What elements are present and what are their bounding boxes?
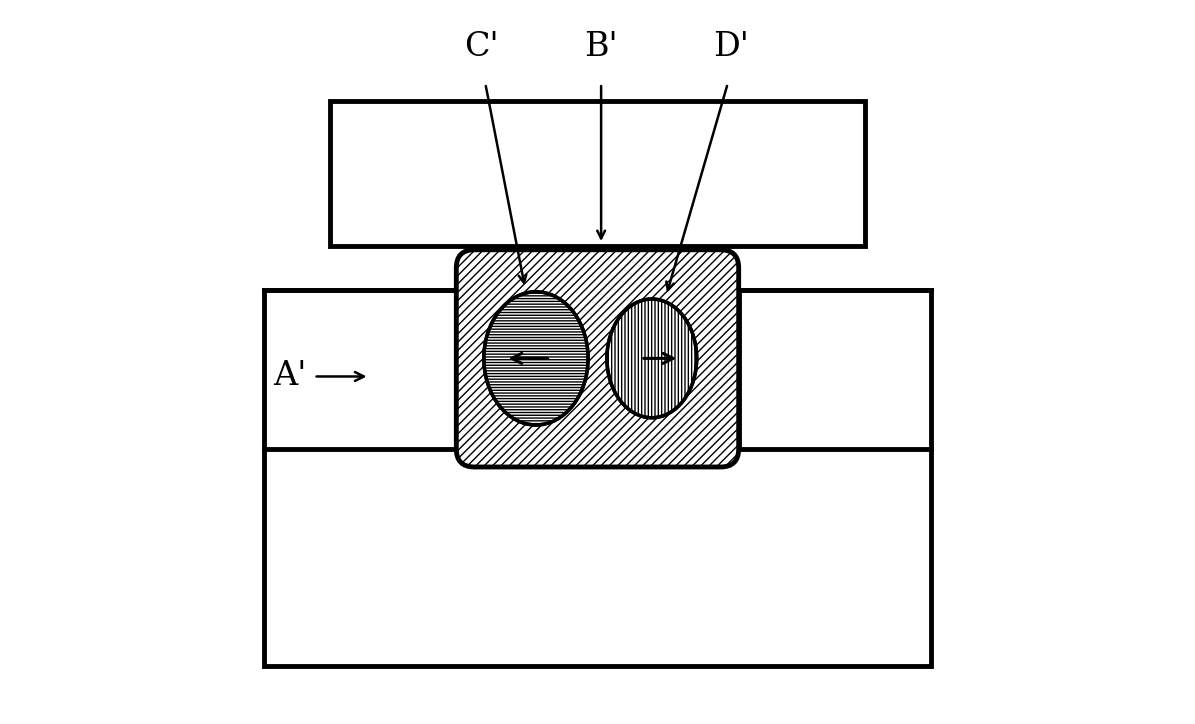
Bar [330,101,865,246]
Ellipse shape [484,292,588,425]
Text: A': A' [274,361,306,392]
Text: B': B' [584,31,618,63]
PathPatch shape [264,290,931,666]
FancyBboxPatch shape [456,250,739,467]
Text: C': C' [465,31,500,63]
Ellipse shape [607,299,697,418]
Text: D': D' [713,31,749,63]
